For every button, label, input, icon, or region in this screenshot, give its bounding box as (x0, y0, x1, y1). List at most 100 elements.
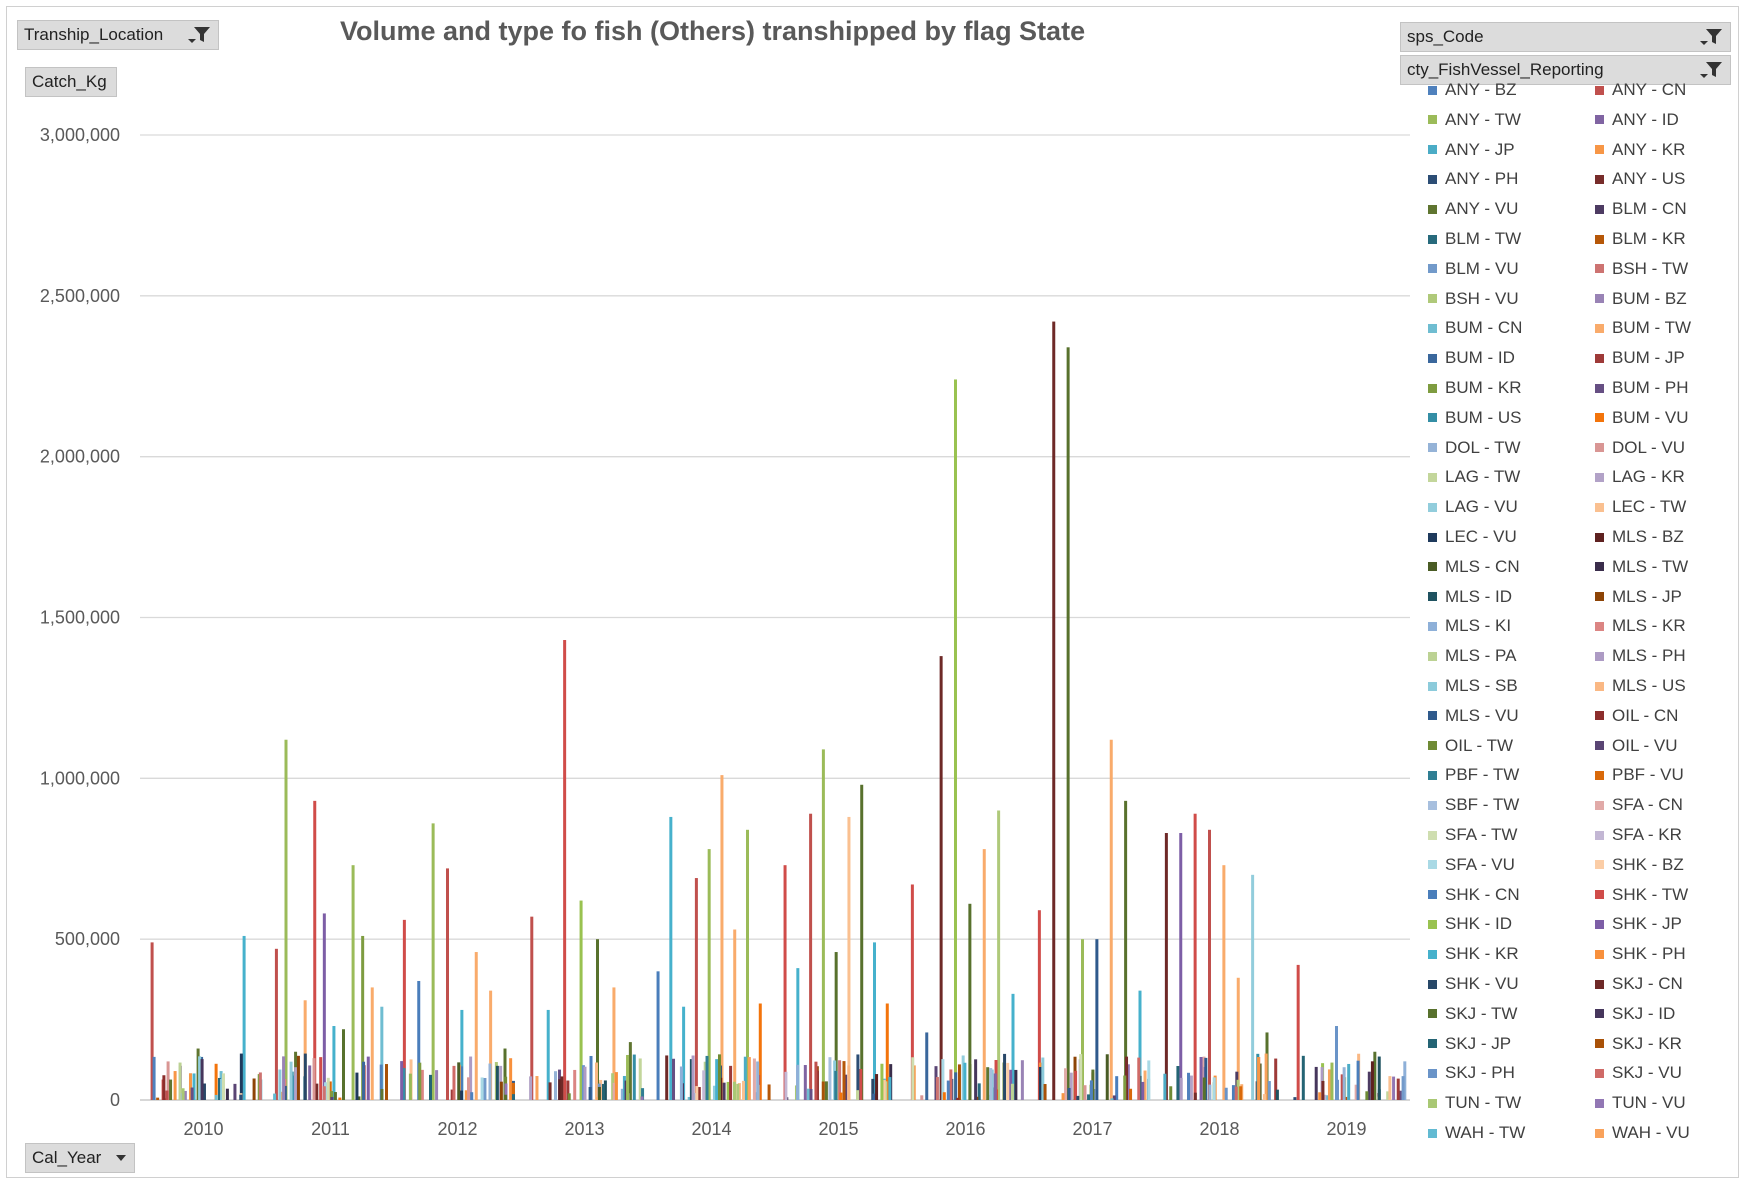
bar (429, 1074, 433, 1100)
legend-item: MLS - ID (1428, 585, 1512, 609)
bar (834, 1070, 838, 1100)
legend-swatch (1428, 800, 1437, 810)
legend-swatch (1595, 949, 1604, 959)
filter-dropdown-icon[interactable] (186, 25, 212, 45)
bar (214, 1063, 218, 1100)
vessel-reporting-filter[interactable]: cty_FishVessel_Reporting (1400, 55, 1731, 85)
bar (198, 1056, 202, 1100)
bar (1169, 1086, 1173, 1100)
bar (597, 1086, 601, 1100)
legend-swatch (1595, 770, 1604, 780)
bar (1081, 939, 1084, 1100)
bar (252, 1078, 256, 1100)
bar (871, 1078, 875, 1100)
bar (1020, 1060, 1024, 1100)
legend-swatch (1595, 1098, 1604, 1108)
bar (150, 942, 154, 1100)
bar (783, 865, 787, 1100)
legend-item: BSH - TW (1595, 257, 1688, 281)
bar (1347, 1063, 1351, 1100)
cal-year-axis-field[interactable]: Cal_Year (25, 1143, 135, 1173)
bar (303, 1000, 307, 1100)
legend-item: LEC - TW (1595, 495, 1686, 519)
legend-swatch (1428, 1009, 1437, 1019)
legend-swatch (1595, 860, 1604, 870)
legend-label: MLS - VU (1445, 705, 1519, 725)
bar (1193, 813, 1197, 1100)
legend-label: BLM - TW (1445, 229, 1522, 248)
filter-dropdown-icon[interactable] (1698, 27, 1724, 47)
bar (809, 1089, 813, 1100)
legend-swatch (1428, 472, 1437, 482)
legend-label: WAH - VU (1612, 1123, 1690, 1142)
bar (888, 1077, 892, 1100)
legend-label: DOL - VU (1612, 437, 1686, 457)
bar (1006, 1062, 1010, 1100)
bar (1335, 1026, 1338, 1100)
legend-item: MLS - JP (1595, 585, 1682, 609)
bar (873, 942, 876, 1100)
legend-swatch (1428, 681, 1437, 691)
bar (1037, 910, 1041, 1100)
bar (1340, 1074, 1344, 1100)
bar (741, 1080, 745, 1100)
bar (796, 1064, 800, 1100)
bar (1314, 1066, 1318, 1100)
bar (1239, 1086, 1243, 1100)
bar (1115, 1076, 1119, 1100)
bar (596, 939, 599, 1100)
bar (1010, 1083, 1014, 1100)
y-tick-label: 2,000,000 (40, 447, 120, 467)
bar (736, 1083, 740, 1100)
bar (1066, 347, 1070, 1100)
legend-label: SKJ - ID (1612, 1003, 1676, 1023)
legend-item: BUM - US (1428, 406, 1522, 430)
bar (1301, 1055, 1305, 1100)
legend-swatch (1595, 800, 1604, 810)
bar (1163, 1073, 1167, 1100)
catch-kg-field[interactable]: Catch_Kg (25, 67, 117, 97)
legend-label: MLS - BZ (1612, 527, 1684, 546)
x-tick-label: 2013 (564, 1119, 604, 1139)
chart-title: Volume and type fo fish (Others) transhi… (340, 16, 1086, 46)
legend-label: TUN - TW (1445, 1093, 1522, 1113)
chart-frame (6, 6, 1739, 1178)
dropdown-arrow-icon[interactable] (114, 1153, 128, 1163)
bar (838, 1060, 842, 1100)
bar (166, 1061, 170, 1100)
bar (920, 1095, 924, 1100)
bar (968, 903, 972, 1100)
legend-label: SHK - TW (1612, 884, 1689, 904)
bar (1141, 1081, 1145, 1100)
bar (754, 1092, 758, 1100)
bar (173, 1071, 177, 1100)
bar (1095, 939, 1099, 1100)
bar (1396, 1078, 1400, 1100)
bar (1234, 1086, 1238, 1100)
bar (687, 1096, 691, 1100)
bar (1179, 833, 1183, 1100)
legend-swatch (1595, 979, 1604, 989)
bar (856, 1054, 860, 1100)
bar (385, 1064, 389, 1100)
bar (611, 1073, 615, 1100)
bar (641, 1088, 645, 1100)
bar (993, 1073, 997, 1100)
filter-dropdown-icon[interactable] (1698, 60, 1724, 80)
x-tick-label: 2019 (1326, 1119, 1366, 1139)
legend-label: SHK - KR (1445, 944, 1519, 964)
bar (628, 1042, 632, 1100)
bar (192, 1073, 196, 1100)
bar (882, 1079, 886, 1100)
tranship-location-filter[interactable]: Tranship_Location (17, 20, 219, 50)
bar (626, 1054, 630, 1100)
legend-swatch (1428, 1039, 1437, 1049)
bar (1187, 1072, 1191, 1100)
legend-swatch (1595, 651, 1604, 661)
legend-swatch (1428, 353, 1437, 363)
legend-label: MLS - PH (1612, 646, 1686, 666)
bar (554, 1071, 558, 1100)
sps-code-filter[interactable]: sps_Code (1400, 22, 1731, 52)
legend-swatch (1595, 1009, 1604, 1019)
legend-label: BUM - VU (1612, 407, 1689, 427)
